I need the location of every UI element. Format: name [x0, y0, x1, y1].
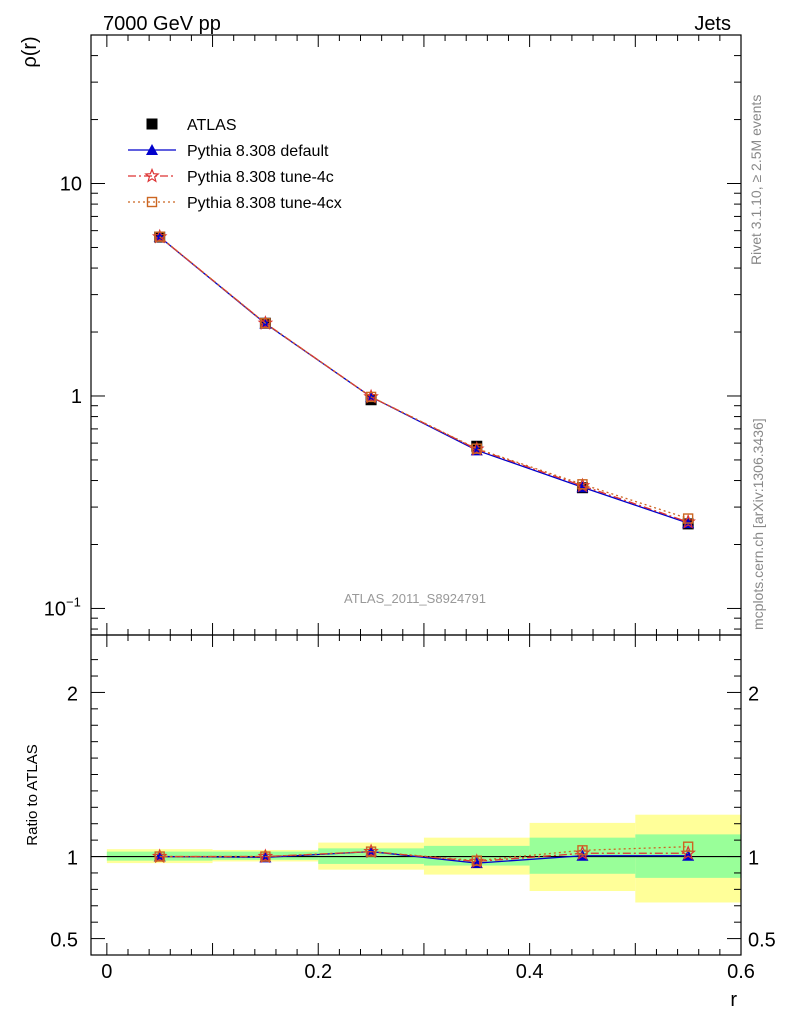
y-tick-label-left: 0.5	[50, 930, 78, 952]
y-tick-label-left: 2	[67, 683, 78, 705]
rivet-label: Rivet 3.1.10, ≥ 2.5M events	[748, 95, 764, 265]
header-left-title: 7000 GeV pp	[103, 13, 221, 35]
watermark: ATLAS_2011_S8924791	[344, 591, 486, 606]
ratio-panel: 0 0.2 0.4 0.6 0.5 0.5 1 1 2 2	[50, 35, 776, 983]
data-point-3	[154, 231, 165, 242]
data-point-3	[471, 443, 482, 454]
ratio-xlabel: r	[730, 989, 737, 1011]
ratio-point-2	[577, 845, 588, 856]
ratio-line-0	[159, 850, 689, 864]
data-point-3	[260, 318, 271, 329]
mcplots-label: mcplots.cern.ch [arXiv:1306.3436]	[750, 418, 766, 630]
ratio-point-2	[471, 855, 482, 866]
ratio-frame	[90, 634, 742, 956]
legend: ATLAS Pythia 8.308 default Pythia 8.308 tu…	[128, 117, 342, 212]
legend-label: Pythia 8.308 tune-4c	[187, 169, 334, 186]
header-right-title: Jets	[694, 13, 731, 35]
y-tick-label: 1	[71, 386, 82, 408]
main-ylabel: ρ(r)	[19, 36, 41, 67]
series-line-1	[159, 236, 689, 524]
y-tick-label: 10	[60, 174, 82, 196]
y-tick-label: 10	[44, 598, 66, 620]
x-tick-label: 0	[101, 961, 112, 983]
x-tick-label: 0.2	[304, 961, 332, 983]
y-tick-label-right: 1	[748, 848, 759, 870]
legend-marker	[146, 144, 158, 155]
y-tick-label-right: 2	[748, 683, 759, 705]
ratio-ylabel: Ratio to ATLAS	[24, 744, 41, 845]
legend-label: Pythia 8.308 tune-4cx	[187, 195, 342, 212]
data-point-3	[682, 513, 694, 524]
ratio-point-2	[154, 851, 165, 862]
data-point-3	[365, 391, 377, 403]
legend-marker	[146, 196, 158, 208]
series-line-3	[159, 236, 689, 520]
legend-label: Pythia 8.308 default	[187, 143, 329, 160]
ratio-line-2	[159, 846, 689, 862]
ratio-point-2	[260, 851, 271, 862]
y-tick-exponent: −1	[66, 594, 81, 609]
ratio-point-2	[365, 846, 377, 857]
ratio-point-2	[682, 841, 694, 852]
data-point-3	[577, 479, 588, 490]
x-tick-label: 0.6	[727, 961, 755, 983]
y-tick-label-left: 1	[67, 848, 78, 870]
legend-marker	[146, 118, 158, 130]
y-tick-label-right: 0.5	[748, 930, 776, 952]
legend-marker	[144, 167, 160, 183]
legend-label: ATLAS	[187, 117, 237, 134]
x-tick-label: 0.4	[516, 961, 544, 983]
series-line-2	[159, 236, 689, 523]
